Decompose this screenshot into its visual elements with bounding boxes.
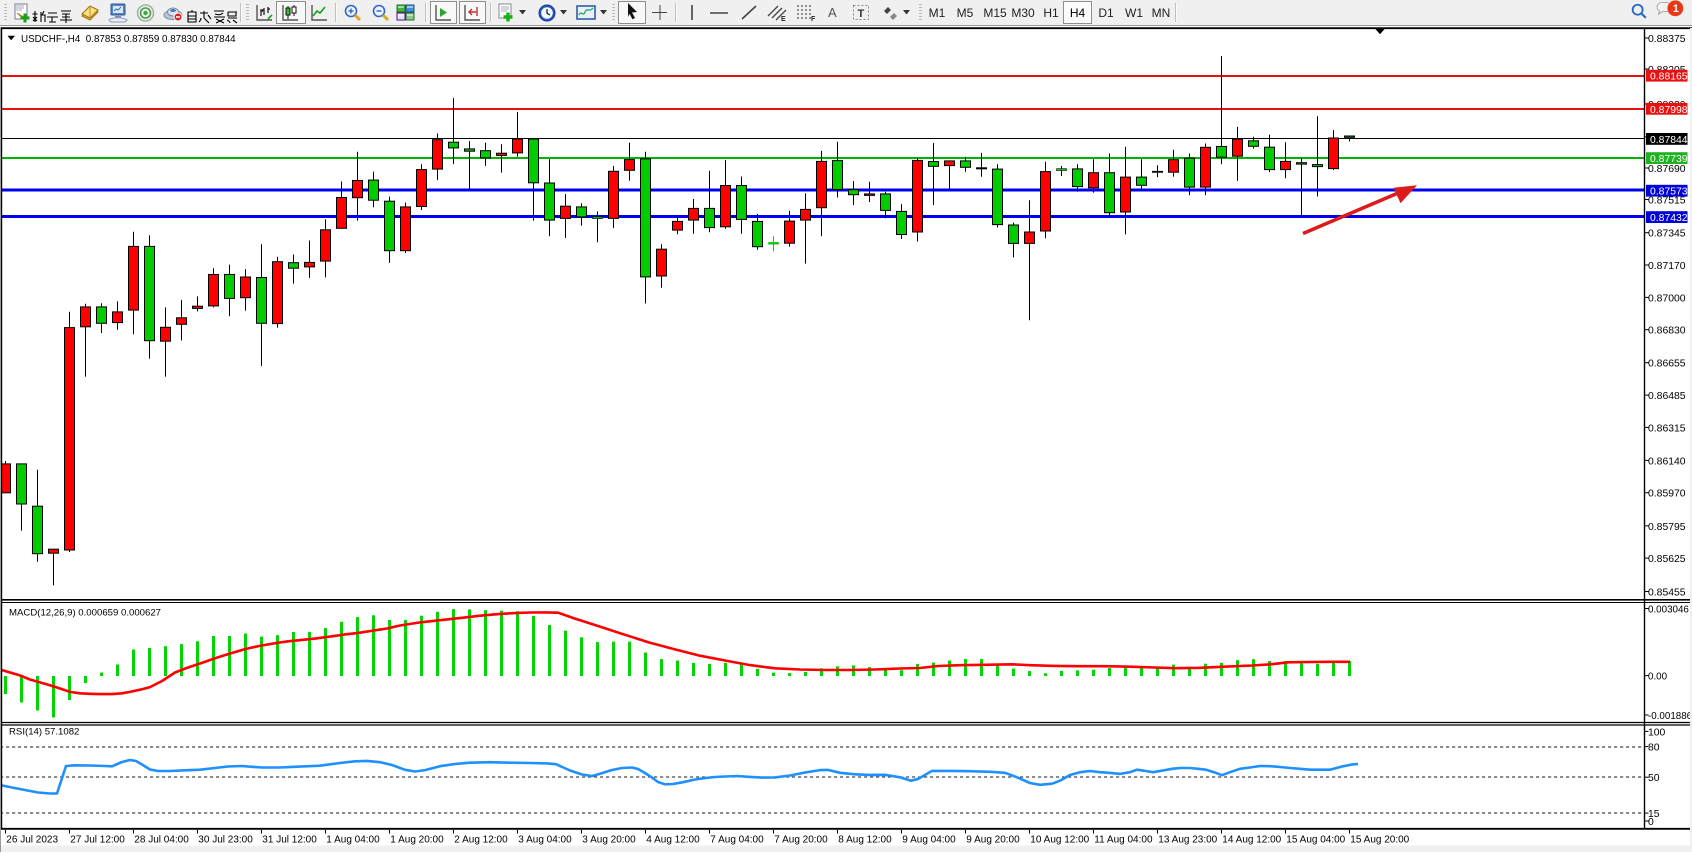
svg-text:50: 50 (1648, 773, 1660, 784)
svg-text:0.86655: 0.86655 (1648, 359, 1686, 370)
svg-text:0.86140: 0.86140 (1648, 456, 1686, 467)
svg-text:0.87844: 0.87844 (1650, 135, 1688, 146)
svg-text:0.003046: 0.003046 (1648, 605, 1689, 616)
svg-text:7 Aug 04:00: 7 Aug 04:00 (710, 835, 764, 846)
svg-text:0.87000: 0.87000 (1648, 293, 1686, 304)
svg-text:USDCHF-,H4 0.87853 0.87859 0.: USDCHF-,H4 0.87853 0.87859 0.87830 0.878… (21, 34, 236, 45)
svg-text:28 Jul 04:00: 28 Jul 04:00 (134, 835, 189, 846)
svg-text:4 Aug 12:00: 4 Aug 12:00 (646, 835, 700, 846)
svg-text:11 Aug 04:00: 11 Aug 04:00 (1094, 835, 1153, 846)
svg-text:10 Aug 12:00: 10 Aug 12:00 (1030, 835, 1089, 846)
svg-text:F: F (811, 16, 816, 23)
svg-text:3 Aug 04:00: 3 Aug 04:00 (518, 835, 572, 846)
svg-text:0.88165: 0.88165 (1650, 72, 1688, 83)
svg-text:1: 1 (1673, 3, 1679, 15)
svg-text:0.88375: 0.88375 (1648, 34, 1686, 45)
svg-text:26 Jul 2023: 26 Jul 2023 (6, 835, 58, 846)
svg-text:27 Jul 12:00: 27 Jul 12:00 (70, 835, 125, 846)
svg-text:RSI(14) 57.1082: RSI(14) 57.1082 (9, 727, 79, 738)
svg-text:8 Aug 12:00: 8 Aug 12:00 (838, 835, 892, 846)
svg-text:0.85455: 0.85455 (1648, 588, 1686, 599)
svg-text:E: E (781, 16, 786, 23)
svg-text:0.86830: 0.86830 (1648, 326, 1686, 337)
svg-text:7 Aug 20:00: 7 Aug 20:00 (774, 835, 828, 846)
svg-text:13 Aug 23:00: 13 Aug 23:00 (1158, 835, 1217, 846)
svg-text:0.00: 0.00 (1648, 672, 1668, 683)
svg-text:15 Aug 04:00: 15 Aug 04:00 (1286, 835, 1345, 846)
svg-text:0.85625: 0.85625 (1648, 554, 1686, 565)
svg-text:14 Aug 12:00: 14 Aug 12:00 (1222, 835, 1281, 846)
svg-text:0.87573: 0.87573 (1650, 187, 1688, 198)
svg-text:1 Aug 04:00: 1 Aug 04:00 (326, 835, 380, 846)
svg-text:0.87515: 0.87515 (1648, 196, 1686, 207)
svg-text:0.87432: 0.87432 (1650, 213, 1688, 224)
svg-text:-0.001886: -0.001886 (1648, 711, 1692, 722)
svg-text:0.87345: 0.87345 (1648, 229, 1686, 240)
svg-text:0.86485: 0.86485 (1648, 391, 1686, 402)
svg-text:0.87170: 0.87170 (1648, 261, 1686, 272)
svg-text:0.87739: 0.87739 (1650, 154, 1688, 165)
svg-text:MACD(12,26,9) 0.000659 0.00062: MACD(12,26,9) 0.000659 0.000627 (9, 608, 161, 619)
svg-text:2 Aug 12:00: 2 Aug 12:00 (454, 835, 508, 846)
svg-text:0.85795: 0.85795 (1648, 522, 1686, 533)
svg-text:T: T (858, 8, 865, 20)
svg-text:15: 15 (1648, 809, 1660, 820)
svg-text:9 Aug 20:00: 9 Aug 20:00 (966, 835, 1020, 846)
svg-text:0.86315: 0.86315 (1648, 423, 1686, 434)
svg-text:0: 0 (1648, 817, 1654, 828)
svg-text:31 Jul 12:00: 31 Jul 12:00 (262, 835, 317, 846)
svg-text:80: 80 (1648, 743, 1660, 754)
svg-text:9 Aug 04:00: 9 Aug 04:00 (902, 835, 956, 846)
svg-text:0.87690: 0.87690 (1648, 164, 1686, 175)
svg-text:3 Aug 20:00: 3 Aug 20:00 (582, 835, 636, 846)
svg-text:0.85970: 0.85970 (1648, 489, 1686, 500)
svg-text:1 Aug 20:00: 1 Aug 20:00 (390, 835, 444, 846)
svg-text:30 Jul 23:00: 30 Jul 23:00 (198, 835, 253, 846)
svg-text:15 Aug 20:00: 15 Aug 20:00 (1350, 835, 1409, 846)
svg-text:100: 100 (1648, 727, 1666, 738)
svg-text:0.87998: 0.87998 (1650, 105, 1688, 116)
